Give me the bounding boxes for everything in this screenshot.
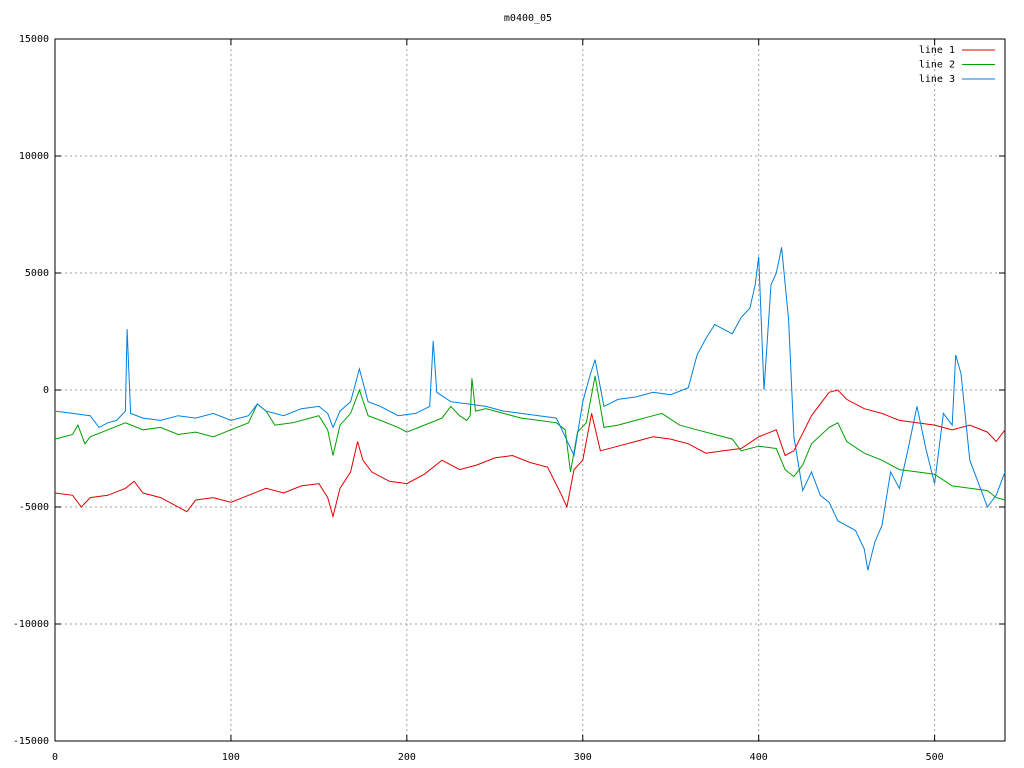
x-tick-label: 0 (52, 752, 58, 763)
x-tick-label: 100 (222, 752, 240, 763)
x-tick-label: 500 (926, 752, 944, 763)
plot-border (54, 38, 1006, 742)
x-tick-label: 300 (574, 752, 592, 763)
legend-label: line 1 (919, 45, 955, 56)
chart-title: m0400_05 (504, 13, 552, 24)
y-tick-label: 0 (43, 385, 49, 396)
series-line (54, 389, 1006, 519)
x-tick-label: 400 (750, 752, 768, 763)
y-tick-label: 10000 (19, 151, 49, 162)
x-tick-label: 200 (398, 752, 416, 763)
legend-label: line 2 (919, 60, 955, 71)
series-line (54, 247, 1006, 571)
y-tick-label: -10000 (13, 619, 49, 630)
y-tick-label: -15000 (13, 736, 49, 747)
y-tick-label: 15000 (19, 34, 49, 45)
y-tick-label: -5000 (19, 502, 49, 513)
legend-label: line 3 (919, 74, 955, 85)
series-line (54, 375, 1006, 501)
y-tick-label: 5000 (25, 268, 49, 279)
